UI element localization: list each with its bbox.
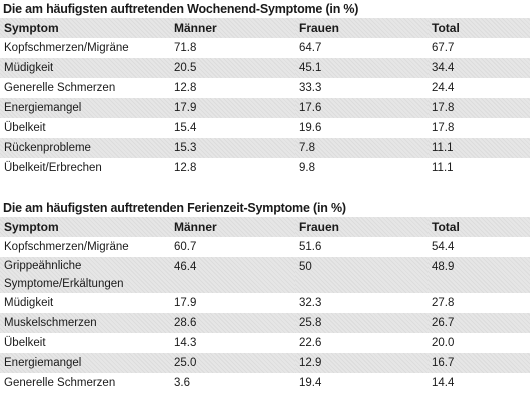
table-header-row: Symptom Männer Frauen Total xyxy=(0,217,530,237)
total-cell: 17.8 xyxy=(432,122,455,134)
column-header-women: Frauen xyxy=(295,217,428,237)
total-cell: 26.7 xyxy=(428,313,530,333)
symptom-cell: Energiemangel xyxy=(0,353,170,373)
symptom-cell: Müdigkeit xyxy=(4,297,54,309)
column-header-total: Total xyxy=(428,217,530,237)
women-cell: 17.6 xyxy=(295,98,428,118)
table-row: Muskelschmerzen 28.6 25.8 26.7 xyxy=(0,313,530,333)
total-cell: 48.9 xyxy=(428,257,530,293)
total-cell: 16.7 xyxy=(428,353,530,373)
total-cell: 17.8 xyxy=(428,98,530,118)
total-cell: 27.8 xyxy=(432,297,455,309)
symptom-cell: Übelkeit xyxy=(4,337,46,349)
total-cell: 14.4 xyxy=(432,377,455,389)
table-row: Übelkeit/Erbrechen 12.8 9.8 11.1 xyxy=(0,158,530,178)
women-cell: 9.8 xyxy=(299,162,315,174)
table2-title: Die am häufigsten auftretenden Ferienzei… xyxy=(3,201,346,215)
total-cell: 20.0 xyxy=(432,337,455,349)
symptom-cell: Kopfschmerzen/Migräne xyxy=(4,42,129,54)
table-row: Kopfschmerzen/Migräne 71.8 64.7 67.7 xyxy=(0,38,530,58)
women-cell: 51.6 xyxy=(299,241,322,253)
symptom-cell: Grippeähnliche Symptome/Erkältungen xyxy=(0,257,170,293)
total-cell: 24.4 xyxy=(432,82,455,94)
column-header-total: Total xyxy=(428,18,530,38)
document: Die am häufigsten auftretenden Wochenend… xyxy=(0,2,530,393)
women-cell: 19.6 xyxy=(299,122,322,134)
table-row: Rückenprobleme 15.3 7.8 11.1 xyxy=(0,138,530,158)
women-cell: 25.8 xyxy=(295,313,428,333)
women-cell: 50 xyxy=(295,257,428,293)
women-cell: 22.6 xyxy=(299,337,322,349)
table-row: Übelkeit 14.3 22.6 20.0 xyxy=(0,333,530,353)
total-cell: 54.4 xyxy=(432,241,455,253)
table-row: Energiemangel 17.9 17.6 17.8 xyxy=(0,98,530,118)
weekend-symptoms-table: Symptom Männer Frauen Total Kopfschmerze… xyxy=(0,18,530,178)
table-row: Müdigkeit 20.5 45.1 34.4 xyxy=(0,58,530,78)
table1-title: Die am häufigsten auftretenden Wochenend… xyxy=(3,2,359,16)
table-row: Grippeähnliche Symptome/Erkältungen 46.4… xyxy=(0,257,530,293)
men-cell: 20.5 xyxy=(170,58,295,78)
table-row: Kopfschmerzen/Migräne 60.7 51.6 54.4 xyxy=(0,237,530,257)
table-row: Müdigkeit 17.9 32.3 27.8 xyxy=(0,293,530,313)
symptom-cell: Übelkeit xyxy=(4,122,46,134)
symptom-cell: Rückenprobleme xyxy=(0,138,170,158)
women-cell: 45.1 xyxy=(295,58,428,78)
symptom-cell: Generelle Schmerzen xyxy=(4,377,116,389)
men-cell: 17.9 xyxy=(170,98,295,118)
women-cell: 64.7 xyxy=(299,42,322,54)
men-cell: 28.6 xyxy=(170,313,295,333)
column-header-symptom: Symptom xyxy=(0,217,170,237)
symptom-cell: Muskelschmerzen xyxy=(0,313,170,333)
symptom-cell: Müdigkeit xyxy=(0,58,170,78)
total-cell: 11.1 xyxy=(428,138,530,158)
men-cell: 14.3 xyxy=(174,337,197,349)
men-cell: 12.8 xyxy=(174,82,197,94)
women-cell: 33.3 xyxy=(299,82,322,94)
table-row: Generelle Schmerzen 3.6 19.4 14.4 xyxy=(0,373,530,393)
men-cell: 3.6 xyxy=(174,377,190,389)
section-spacer xyxy=(0,178,530,199)
column-header-symptom: Symptom xyxy=(0,18,170,38)
men-cell: 12.8 xyxy=(174,162,197,174)
men-cell: 25.0 xyxy=(170,353,295,373)
total-cell: 34.4 xyxy=(428,58,530,78)
total-cell: 11.1 xyxy=(432,162,454,174)
table-row: Übelkeit 15.4 19.6 17.8 xyxy=(0,118,530,138)
women-cell: 12.9 xyxy=(295,353,428,373)
women-cell: 19.4 xyxy=(299,377,322,389)
men-cell: 71.8 xyxy=(174,42,197,54)
men-cell: 15.4 xyxy=(174,122,197,134)
men-cell: 15.3 xyxy=(170,138,295,158)
women-cell: 32.3 xyxy=(299,297,322,309)
total-cell: 67.7 xyxy=(432,42,455,54)
men-cell: 60.7 xyxy=(174,241,197,253)
table-row: Energiemangel 25.0 12.9 16.7 xyxy=(0,353,530,373)
column-header-men: Männer xyxy=(170,18,295,38)
holiday-symptoms-table: Symptom Männer Frauen Total Kopfschmerze… xyxy=(0,217,530,393)
men-cell: 17.9 xyxy=(174,297,197,309)
column-header-men: Männer xyxy=(170,217,295,237)
symptom-cell: Kopfschmerzen/Migräne xyxy=(4,241,129,253)
men-cell: 46.4 xyxy=(170,257,295,293)
column-header-women: Frauen xyxy=(295,18,428,38)
symptom-cell: Übelkeit/Erbrechen xyxy=(4,162,102,174)
table-header-row: Symptom Männer Frauen Total xyxy=(0,18,530,38)
women-cell: 7.8 xyxy=(295,138,428,158)
symptom-cell: Generelle Schmerzen xyxy=(4,82,116,94)
symptom-cell: Energiemangel xyxy=(0,98,170,118)
table-row: Generelle Schmerzen 12.8 33.3 24.4 xyxy=(0,78,530,98)
